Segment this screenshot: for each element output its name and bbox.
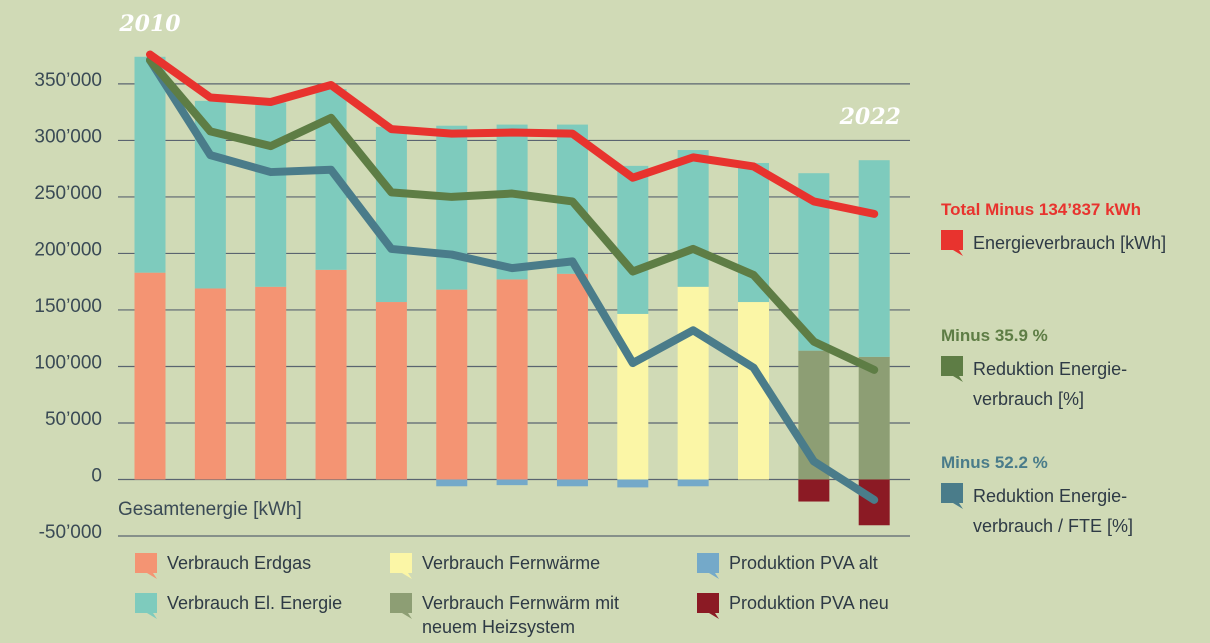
y-tick-label: 50’000 (45, 409, 102, 430)
legend-swatch-shape (941, 356, 963, 382)
y-tick-label: 300’000 (34, 126, 102, 147)
bar-segment (496, 279, 528, 480)
legend-swatch (697, 593, 719, 619)
legend-swatch-shape (697, 553, 719, 579)
y-tick-label: -50’000 (39, 522, 102, 543)
legend-swatch (135, 553, 157, 579)
bar-segment (375, 126, 407, 303)
legend-swatch (941, 230, 963, 256)
bar-segment (677, 479, 709, 487)
bar-segment (134, 272, 166, 480)
bar-segment (134, 56, 166, 273)
bar-segment (375, 302, 407, 480)
legend-label: Verbrauch El. Energie (167, 593, 343, 613)
legend-label: Produktion PVA alt (729, 553, 878, 573)
legend-summary: Minus 35.9 % (941, 326, 1048, 345)
legend-swatch-shape (390, 553, 412, 579)
legend-swatch (941, 356, 963, 382)
legend-summary: Minus 52.2 % (941, 453, 1048, 472)
legend-swatch-shape (135, 553, 157, 579)
bar-segment (255, 102, 287, 287)
bar-segment (556, 479, 588, 487)
y-tick-label: 200’000 (34, 239, 102, 260)
legend-label: Verbrauch Erdgas (167, 553, 312, 573)
x-tick-label: 2010 (118, 11, 181, 37)
bar-segment (798, 479, 830, 502)
legend-swatch (390, 553, 412, 579)
y-tick-label: 150’000 (34, 296, 102, 317)
y-tick-label: 250’000 (34, 183, 102, 204)
y-tick-label: 350’000 (34, 70, 102, 91)
legend-swatch-shape (390, 593, 412, 619)
legend-label: Reduktion Energie- verbrauch [%] (973, 359, 1128, 409)
bar-segment (255, 286, 287, 480)
bar-segment (436, 125, 468, 290)
y-axis-label: Gesamtenergie [kWh] (118, 499, 302, 520)
bar-segment (436, 479, 468, 487)
bar-segment (617, 479, 649, 488)
line-series (146, 56, 879, 374)
legend-label: Produktion PVA neu (729, 593, 889, 613)
bar-segment (858, 160, 890, 357)
bar-segment (858, 356, 890, 480)
legend-swatch-shape (941, 230, 963, 256)
legend-swatch (697, 553, 719, 579)
legend-label: Verbrauch Fernwärm mit neuem Heizsystem (422, 593, 620, 637)
legend-label: Verbrauch Fernwärme (422, 553, 601, 573)
bar-segment (677, 286, 709, 480)
legend-swatch-shape (697, 593, 719, 619)
bar-segment (677, 150, 709, 287)
bar-segment (496, 124, 528, 280)
bar-segment (617, 165, 649, 314)
legend-label: Reduktion Energie- verbrauch / FTE [%] (973, 486, 1134, 536)
x-tick-label: 2022 (839, 104, 901, 130)
legend-swatch (390, 593, 412, 619)
legend-summary: Total Minus 134’837 kWh (941, 200, 1141, 219)
legend-swatch (135, 593, 157, 619)
bar-segment (315, 269, 347, 480)
bar-segment (194, 288, 226, 480)
legend-label: Energieverbrauch [kWh] (973, 233, 1167, 253)
legend-swatch-shape (941, 483, 963, 509)
y-tick-label: 0 (91, 466, 102, 487)
bar-segment (436, 289, 468, 480)
legend-swatch (941, 483, 963, 509)
line-series (146, 56, 879, 504)
line-series (146, 50, 879, 218)
legend-swatch-shape (135, 593, 157, 619)
bar-segment (556, 273, 588, 480)
bar-segment (496, 479, 528, 486)
y-tick-label: 100’000 (34, 352, 102, 373)
